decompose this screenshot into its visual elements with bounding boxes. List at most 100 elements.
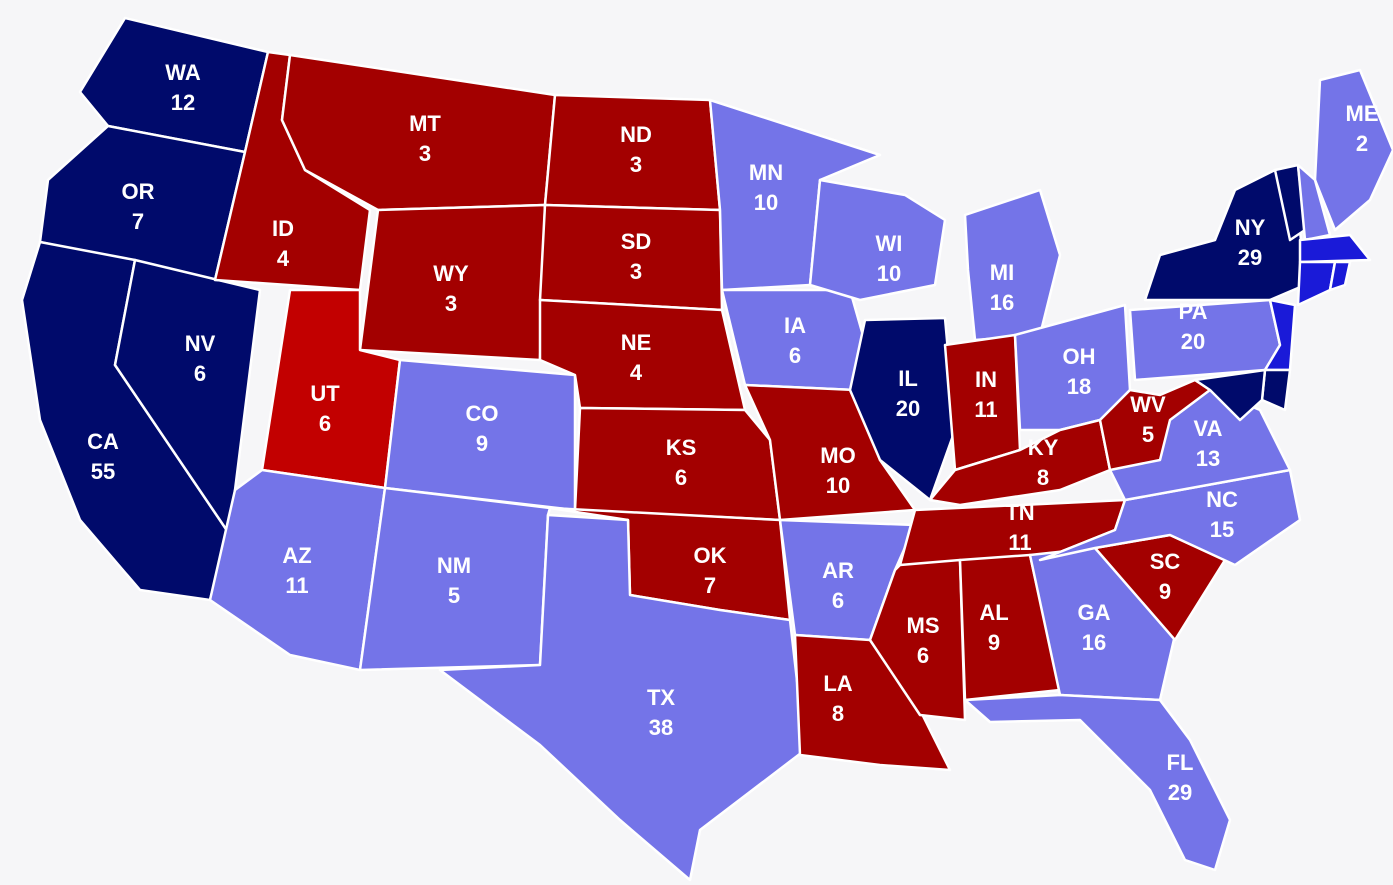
state-ev-ny: 29 — [1238, 245, 1262, 270]
state-abbr-ky: KY — [1028, 435, 1059, 460]
state-abbr-nm: NM — [437, 553, 471, 578]
state-abbr-ms: MS — [907, 613, 940, 638]
state-ri[interactable] — [1328, 260, 1352, 292]
state-abbr-va: VA — [1194, 416, 1223, 441]
states-layer — [20, 16, 1393, 882]
state-abbr-nv: NV — [185, 331, 216, 356]
state-ev-wa: 12 — [171, 90, 195, 115]
state-ev-mi: 16 — [990, 290, 1014, 315]
state-abbr-ok: OK — [694, 543, 727, 568]
state-abbr-sc: SC — [1150, 549, 1181, 574]
state-abbr-wi: WI — [876, 231, 903, 256]
state-ev-mn: 10 — [754, 190, 778, 215]
state-abbr-co: CO — [466, 401, 499, 426]
state-abbr-ca: CA — [87, 429, 119, 454]
state-tx[interactable] — [438, 513, 807, 882]
state-ks[interactable] — [573, 406, 782, 522]
state-abbr-in: IN — [975, 367, 997, 392]
state-abbr-mt: MT — [409, 111, 441, 136]
state-abbr-ny: NY — [1235, 215, 1266, 240]
state-ev-nm: 5 — [448, 583, 460, 608]
state-abbr-wv: WV — [1130, 392, 1166, 417]
state-abbr-or: OR — [122, 179, 155, 204]
state-ev-co: 9 — [476, 431, 488, 456]
state-ev-wv: 5 — [1142, 422, 1154, 447]
state-ev-ga: 16 — [1082, 630, 1106, 655]
state-ev-az: 11 — [285, 573, 308, 598]
state-ev-in: 11 — [974, 397, 997, 422]
labels-layer: WA 12 OR 7 CA 55 NV 6 ID 4 MT 3 WY 3 UT 6 CO 9 AZ 11 NM 5 ND 3 S… — [87, 60, 1378, 805]
state-ev-va: 13 — [1196, 446, 1220, 471]
state-abbr-tx: TX — [647, 685, 675, 710]
state-abbr-ia: IA — [784, 313, 806, 338]
state-de[interactable] — [1260, 368, 1292, 412]
state-wi[interactable] — [808, 178, 947, 302]
state-ev-nc: 15 — [1210, 517, 1234, 542]
state-ev-ut: 6 — [319, 411, 331, 436]
state-abbr-ar: AR — [822, 558, 854, 583]
state-ev-fl: 29 — [1168, 780, 1192, 805]
state-md[interactable] — [1193, 368, 1267, 422]
state-abbr-id: ID — [272, 216, 294, 241]
state-abbr-mn: MN — [749, 160, 783, 185]
state-ev-ar: 6 — [832, 588, 844, 613]
state-ev-or: 7 — [132, 209, 144, 234]
state-abbr-pa: PA — [1179, 299, 1208, 324]
state-abbr-al: AL — [979, 600, 1008, 625]
state-abbr-wa: WA — [165, 60, 201, 85]
state-ev-nv: 6 — [194, 361, 206, 386]
state-ev-wi: 10 — [877, 261, 901, 286]
state-ev-mo: 10 — [826, 473, 850, 498]
state-ev-me: 2 — [1356, 131, 1368, 156]
state-abbr-ne: NE — [621, 330, 652, 355]
state-ev-sd: 3 — [630, 259, 642, 284]
state-abbr-ks: KS — [666, 435, 697, 460]
state-me[interactable] — [1313, 68, 1393, 232]
state-ev-sc: 9 — [1159, 579, 1171, 604]
state-abbr-me: ME — [1346, 101, 1379, 126]
state-abbr-mi: MI — [990, 260, 1014, 285]
state-ev-la: 8 — [832, 701, 844, 726]
state-nh[interactable] — [1296, 163, 1332, 242]
state-ev-tx: 38 — [649, 715, 673, 740]
state-az[interactable] — [208, 468, 387, 672]
state-ev-id: 4 — [277, 246, 290, 271]
state-ev-il: 20 — [896, 396, 920, 421]
state-abbr-az: AZ — [282, 543, 311, 568]
state-ev-nd: 3 — [630, 152, 642, 177]
state-ev-mt: 3 — [419, 141, 431, 166]
state-ev-pa: 20 — [1181, 329, 1205, 354]
state-abbr-oh: OH — [1063, 344, 1096, 369]
state-ev-ia: 6 — [789, 343, 801, 368]
state-abbr-wy: WY — [433, 261, 469, 286]
state-nm[interactable] — [358, 486, 552, 672]
state-abbr-fl: FL — [1167, 750, 1194, 775]
state-sd[interactable] — [538, 203, 724, 312]
state-abbr-il: IL — [898, 366, 918, 391]
state-ev-ks: 6 — [675, 465, 687, 490]
state-ev-oh: 18 — [1067, 374, 1091, 399]
state-abbr-tn: TN — [1005, 500, 1034, 525]
state-ev-ok: 7 — [704, 573, 716, 598]
state-fl[interactable] — [963, 693, 1232, 872]
state-ct[interactable] — [1296, 260, 1337, 307]
state-ia[interactable] — [720, 288, 872, 392]
state-ev-wy: 3 — [445, 291, 457, 316]
state-ev-ca: 55 — [91, 459, 115, 484]
state-ma[interactable] — [1298, 233, 1372, 264]
state-abbr-sd: SD — [621, 229, 652, 254]
state-ev-tn: 11 — [1008, 530, 1031, 555]
state-ev-ms: 6 — [917, 643, 929, 668]
state-ev-al: 9 — [988, 630, 1000, 655]
state-ev-ky: 8 — [1037, 465, 1049, 490]
state-abbr-la: LA — [823, 671, 852, 696]
state-nc[interactable] — [1038, 468, 1302, 567]
state-abbr-mo: MO — [820, 443, 855, 468]
state-ev-ne: 4 — [630, 360, 643, 385]
state-abbr-ut: UT — [310, 381, 340, 406]
state-abbr-nd: ND — [620, 122, 652, 147]
state-abbr-ga: GA — [1078, 600, 1111, 625]
state-abbr-nc: NC — [1206, 487, 1238, 512]
